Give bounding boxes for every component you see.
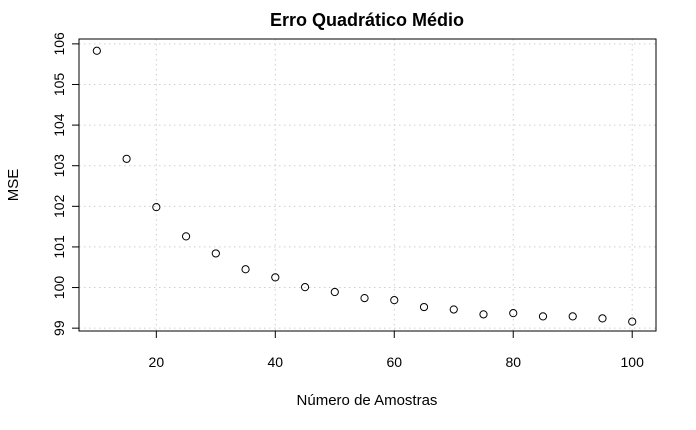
- data-point: [598, 314, 607, 323]
- grid-lines: [79, 39, 656, 331]
- x-tick-label: 40: [268, 354, 284, 370]
- x-axis: 20 40 60 80 100: [149, 331, 645, 370]
- data-point: [330, 287, 339, 297]
- y-tick-label: 106: [51, 32, 67, 56]
- y-tick-label: 101: [51, 235, 67, 259]
- data-point: [538, 312, 548, 321]
- data-points: [92, 46, 637, 326]
- data-point: [628, 317, 637, 326]
- y-tick-label: 99: [51, 320, 67, 336]
- data-point: [300, 283, 310, 292]
- y-tick-label: 104: [51, 113, 67, 137]
- y-tick-label: 100: [51, 276, 67, 300]
- data-point: [122, 154, 131, 163]
- data-point: [181, 232, 191, 241]
- data-point: [390, 296, 399, 305]
- x-tick-label: 60: [386, 354, 402, 370]
- data-point: [419, 302, 429, 312]
- y-tick-label: 105: [51, 73, 67, 97]
- y-tick-label: 102: [51, 194, 67, 218]
- data-point: [241, 265, 250, 274]
- x-tick-label: 80: [505, 354, 521, 370]
- x-tick-label: 100: [621, 354, 645, 370]
- chart-title: Erro Quadrático Médio: [270, 10, 464, 30]
- data-point: [449, 305, 458, 314]
- data-point: [568, 312, 577, 321]
- data-point: [479, 310, 488, 319]
- x-axis-label: Número de Amostras: [297, 392, 438, 409]
- data-point: [271, 273, 280, 282]
- data-point: [92, 46, 101, 55]
- y-axis: 99 100 101 102 103 104 105 106: [51, 32, 79, 336]
- data-point: [211, 249, 220, 258]
- data-point: [152, 203, 161, 212]
- y-tick-label: 103: [51, 154, 67, 178]
- y-axis-label: MSE: [5, 169, 22, 202]
- data-point: [509, 309, 518, 318]
- plot-area-frame: [78, 38, 657, 332]
- data-point: [360, 294, 369, 303]
- x-tick-label: 20: [149, 354, 165, 370]
